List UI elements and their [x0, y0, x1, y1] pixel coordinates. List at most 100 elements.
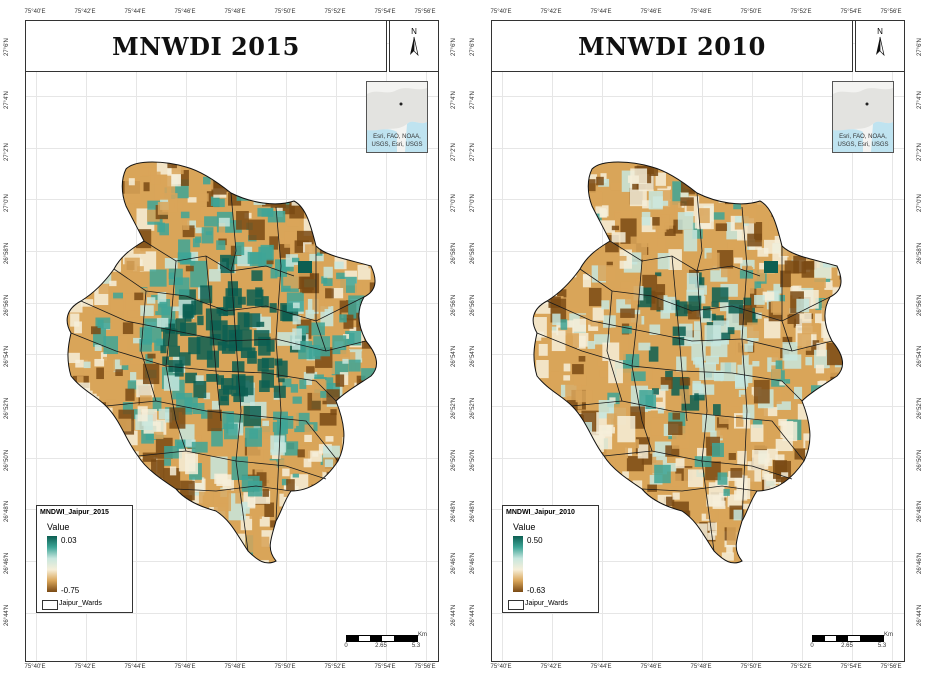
raster-cell	[624, 532, 638, 542]
raster-cell	[626, 547, 644, 563]
raster-cell	[770, 301, 785, 313]
raster-cell	[307, 554, 323, 563]
raster-cell	[775, 360, 783, 369]
raster-cell	[227, 281, 239, 297]
raster-cell	[383, 425, 397, 436]
longitude-tick: 75°56'E	[414, 9, 436, 15]
raster-cell	[819, 559, 830, 563]
raster-cell	[150, 235, 157, 241]
raster-cell	[168, 268, 183, 286]
raster-cell	[185, 510, 199, 528]
raster-cell	[100, 352, 107, 361]
latitude-tick: 26°46'N	[4, 552, 10, 574]
raster-cell	[798, 527, 813, 537]
raster-cell	[372, 512, 377, 537]
raster-cell	[218, 217, 230, 227]
raster-cell	[137, 473, 147, 485]
ward-boundary	[275, 206, 282, 522]
raster-cell	[354, 440, 372, 464]
raster-cell	[375, 219, 377, 231]
raster-cell	[122, 322, 134, 335]
raster-cell	[108, 233, 126, 256]
raster-cell	[720, 362, 737, 382]
raster-cell	[838, 320, 843, 330]
raster-cell	[840, 399, 843, 414]
raster-cell	[379, 163, 393, 185]
raster-cell	[687, 469, 704, 488]
raster-cell	[668, 249, 682, 271]
raster-cell	[93, 227, 110, 250]
raster-cell	[630, 168, 648, 184]
raster-cell	[81, 449, 96, 470]
raster-cell	[549, 240, 565, 257]
raster-cell	[743, 534, 760, 552]
raster-cell	[262, 420, 269, 427]
latitude-tick: 27°6'N	[917, 38, 923, 56]
latitude-tick: 26°54'N	[451, 345, 457, 367]
raster-cell	[163, 375, 180, 391]
raster-cell	[754, 279, 762, 289]
raster-cell	[575, 486, 586, 496]
raster-cell	[338, 516, 354, 530]
raster-cell	[256, 176, 268, 192]
raster-cell	[113, 292, 124, 300]
raster-cell	[100, 461, 113, 472]
raster-cell	[278, 459, 286, 470]
raster-cell	[783, 379, 791, 384]
raster-cell	[829, 185, 836, 192]
water-body	[298, 261, 312, 273]
raster-cell	[799, 177, 807, 187]
raster-cell	[133, 337, 142, 344]
raster-cell	[848, 492, 863, 504]
raster-cell	[372, 189, 377, 208]
raster-cell	[620, 281, 632, 298]
raster-cell	[567, 474, 585, 502]
raster-cell	[282, 441, 299, 456]
raster-cell	[355, 163, 370, 179]
raster-cell	[88, 249, 101, 258]
raster-cell	[205, 308, 222, 331]
raster-cell	[150, 171, 161, 185]
raster-cell	[824, 424, 841, 438]
raster-cell	[310, 263, 323, 274]
raster-cell	[821, 211, 829, 217]
inset-attribution: Esri, FAO, NOAA, USGS, Esri, USGS	[837, 134, 889, 148]
raster-cell	[254, 330, 270, 346]
raster-cell	[844, 506, 859, 526]
raster-cell	[75, 269, 90, 292]
raster-cell	[534, 248, 550, 269]
raster-cell	[620, 550, 637, 563]
map-panel-2010: MNWDI 2010 N Esri, FAO, NOAA, USGS, Esri…	[466, 0, 931, 682]
raster-cell	[208, 543, 220, 556]
mndwi-raster-map	[66, 161, 397, 564]
raster-cell	[711, 287, 729, 303]
raster-cell	[137, 406, 148, 422]
raster-cell	[597, 356, 615, 367]
raster-cell	[278, 204, 295, 215]
raster-cell	[108, 208, 125, 231]
raster-cell	[745, 544, 761, 563]
raster-cell	[201, 227, 214, 244]
map-frame: MNWDI 2015 N Esri, FAO, NOAA, USGS, Esri…	[25, 20, 439, 662]
raster-cell	[182, 303, 193, 319]
raster-cell	[381, 328, 389, 338]
raster-cell	[607, 298, 618, 311]
longitude-tick: 75°46'E	[640, 9, 662, 15]
raster-cell	[160, 345, 167, 354]
raster-cell	[763, 239, 782, 254]
raster-cell	[292, 545, 303, 556]
latitude-tick: 27°2'N	[451, 143, 457, 161]
raster-cell	[81, 430, 100, 449]
raster-cell	[228, 185, 235, 192]
latitude-tick: 27°6'N	[451, 38, 457, 56]
raster-cell	[733, 257, 743, 264]
raster-cell	[546, 383, 553, 388]
raster-cell	[592, 307, 604, 321]
raster-cell	[723, 488, 730, 496]
raster-cell	[794, 448, 808, 460]
longitude-tick: 75°50'E	[740, 9, 762, 15]
raster-cell	[92, 184, 111, 198]
longitude-tick: 75°54'E	[374, 9, 396, 15]
raster-cell	[814, 401, 825, 417]
raster-cell	[669, 518, 680, 530]
